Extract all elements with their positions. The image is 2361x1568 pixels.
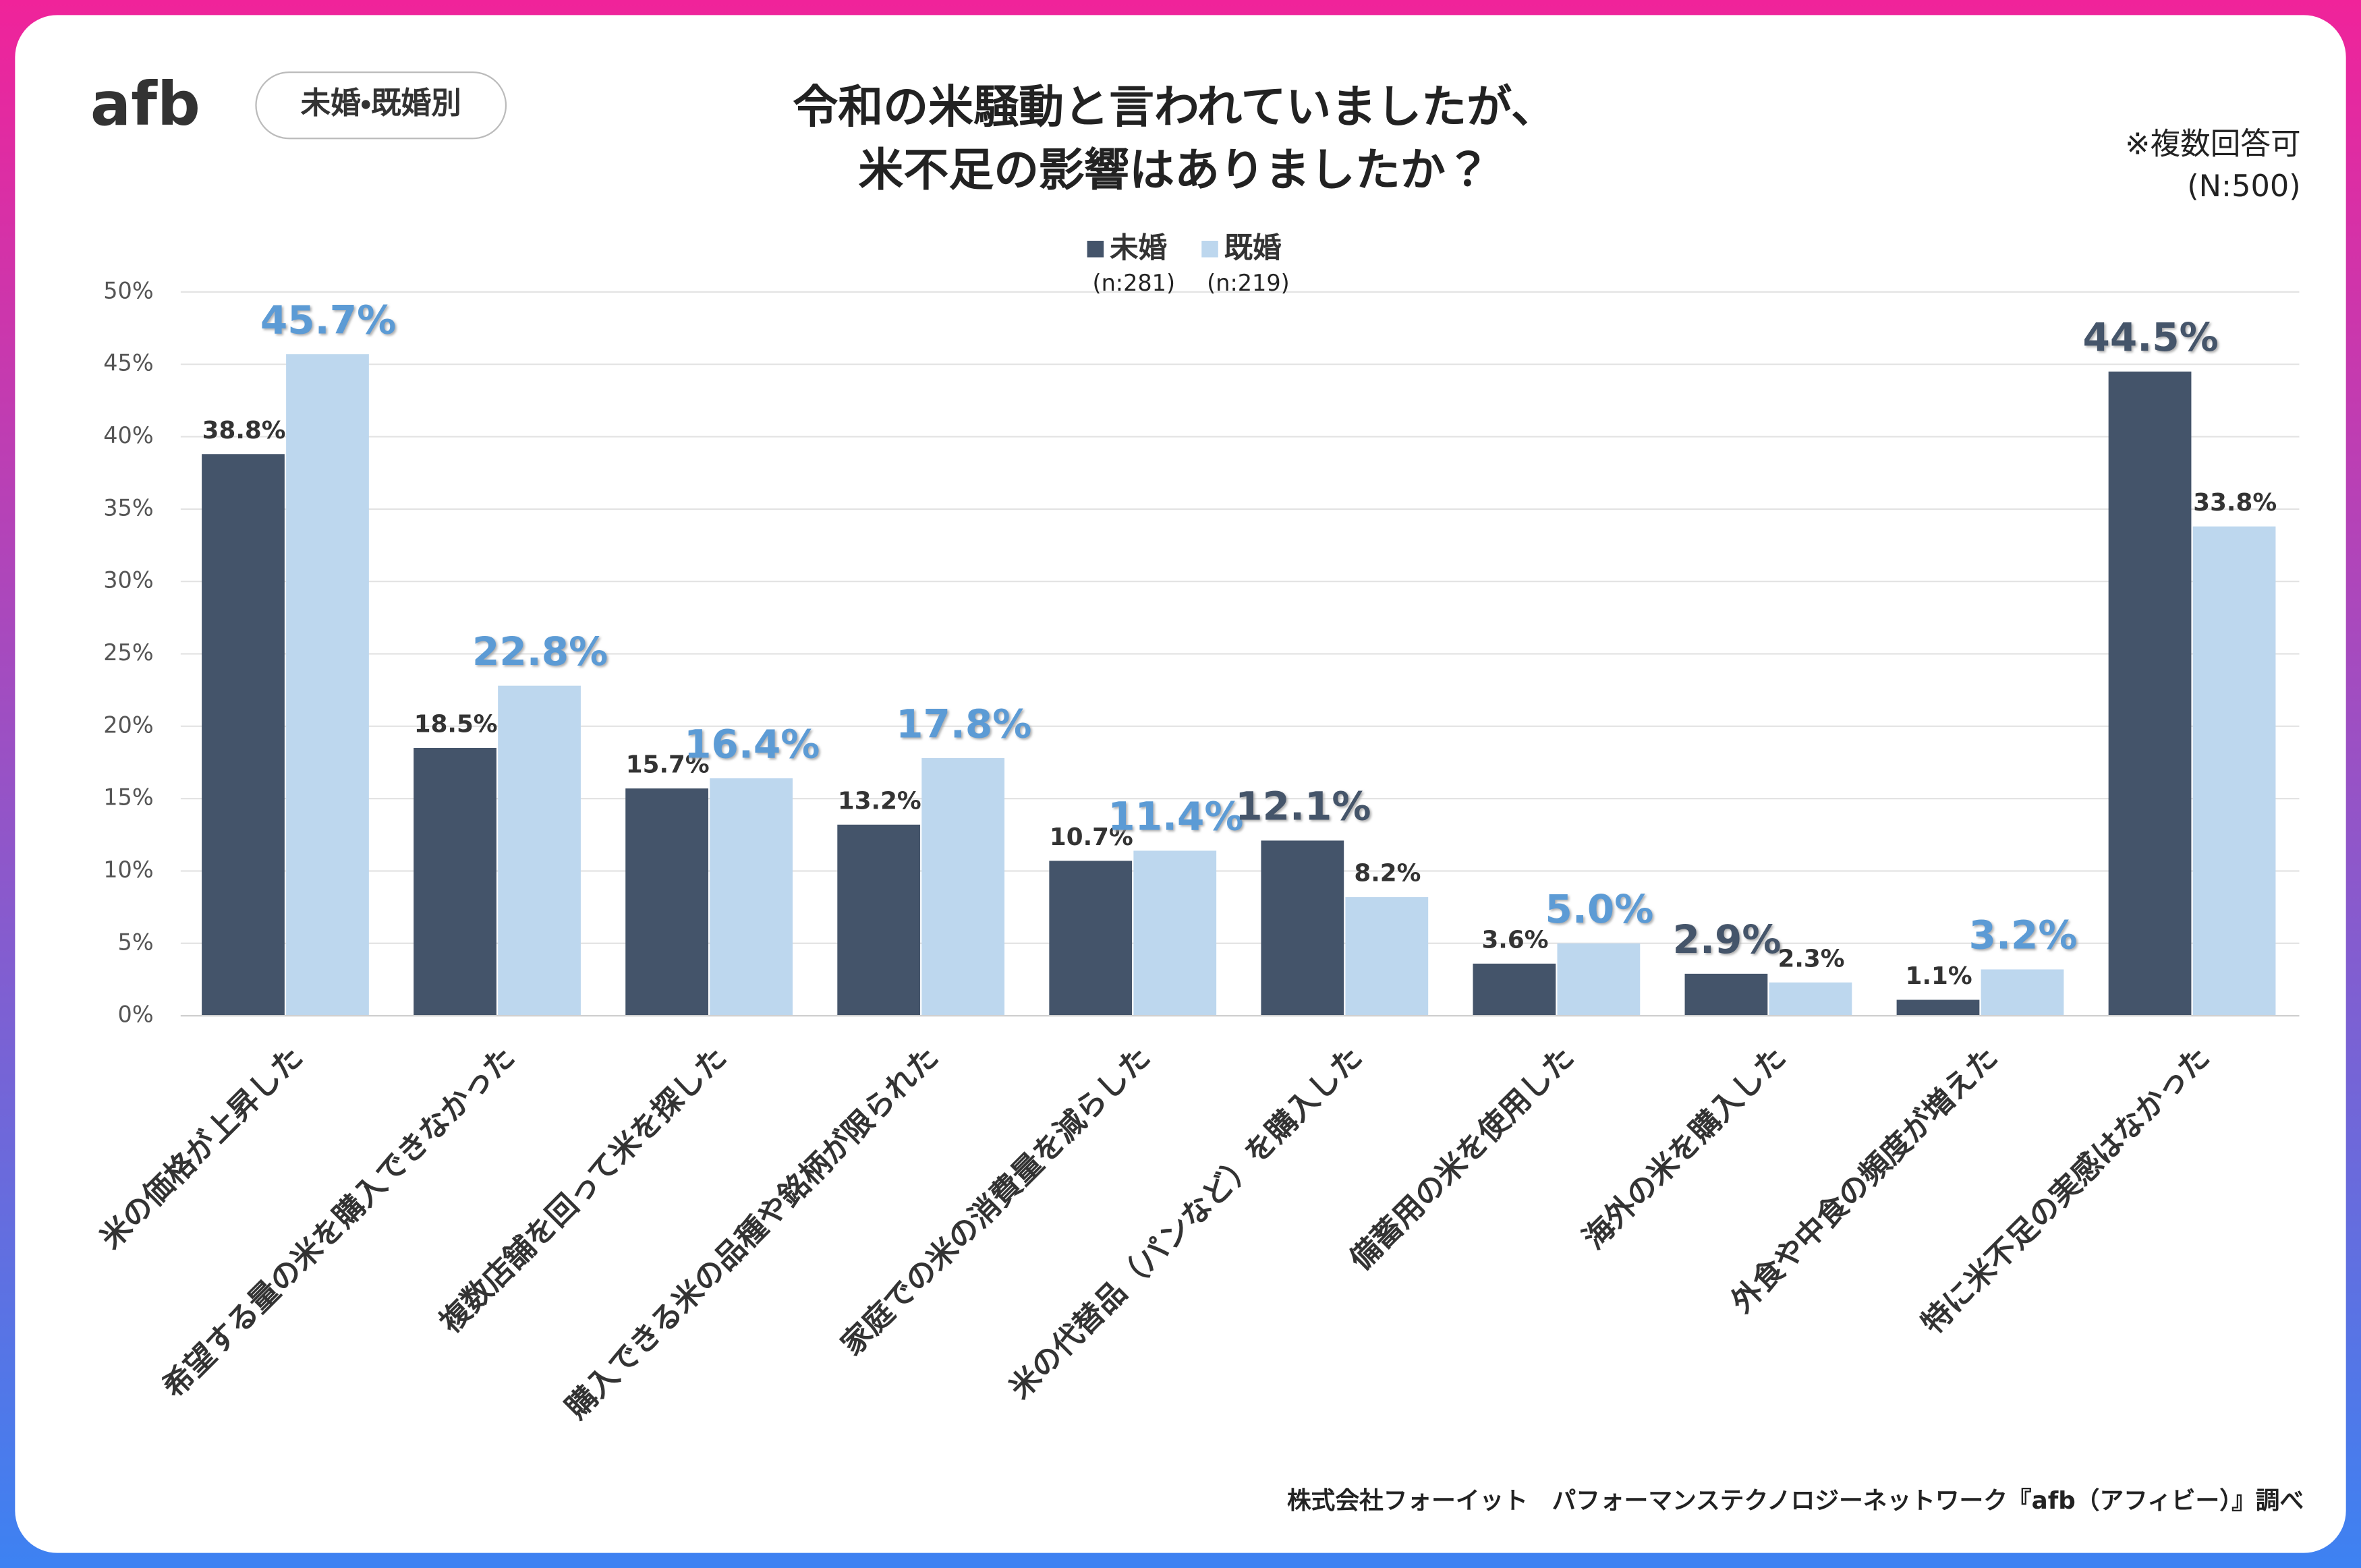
value-label: 33.8%	[2193, 489, 2277, 517]
bar	[1049, 861, 1133, 1016]
bar	[1133, 850, 1217, 1016]
y-tick-label: 15%	[103, 784, 153, 811]
value-label: 11.4%	[1108, 794, 1243, 840]
y-tick-label: 25%	[103, 639, 153, 666]
value-label: 13.2%	[838, 787, 921, 815]
chart-title: 令和の米騒動と言われていましたが、	[793, 80, 1556, 133]
bar	[498, 685, 581, 1016]
value-label: 2.3%	[1778, 945, 1845, 972]
bar	[202, 454, 285, 1016]
badge-box	[255, 71, 507, 140]
bar	[1557, 943, 1641, 1016]
y-tick-label: 5%	[118, 929, 154, 955]
bar	[625, 788, 708, 1016]
legend-swatch	[1201, 241, 1218, 258]
value-label: 38.8%	[202, 417, 286, 444]
value-label: 18.5%	[414, 711, 498, 738]
value-label: 44.5%	[2083, 314, 2219, 360]
legend-label: 未婚	[1110, 231, 1167, 264]
value-label: 8.2%	[1354, 860, 1421, 888]
bar	[414, 748, 496, 1016]
logo: afb	[90, 69, 200, 140]
panel	[15, 15, 2346, 1553]
y-tick-label: 35%	[103, 494, 153, 521]
bar	[710, 778, 793, 1016]
bar	[2192, 526, 2276, 1016]
legend-swatch	[1087, 241, 1104, 258]
bar	[1769, 982, 1852, 1016]
value-label: 15.7%	[626, 751, 710, 779]
y-tick-label: 20%	[103, 712, 153, 738]
bar	[1684, 973, 1768, 1016]
note: ※複数回答可	[2125, 126, 2301, 161]
value-label: 16.4%	[684, 721, 820, 767]
source: 株式会社フォーイット パフォーマンステクノロジーネットワーク『afb（アフィビー…	[1287, 1487, 2304, 1515]
value-label: 1.1%	[1906, 962, 1972, 990]
value-label: 12.1%	[1235, 784, 1371, 830]
value-label: 2.9%	[1673, 917, 1782, 962]
bar	[1261, 840, 1344, 1016]
y-tick-label: 50%	[103, 277, 153, 303]
badge: 未婚・既婚別	[301, 86, 461, 121]
y-tick-label: 45%	[103, 350, 153, 376]
value-label: 3.6%	[1481, 926, 1548, 954]
bar	[1981, 969, 2064, 1016]
y-tick-label: 30%	[103, 567, 153, 593]
bar	[2108, 371, 2192, 1016]
bar	[1896, 999, 1980, 1016]
bar	[286, 354, 369, 1016]
value-label: 10.7%	[1050, 823, 1133, 851]
bar	[837, 824, 921, 1016]
sample-total: (N:500)	[2187, 169, 2300, 204]
bar	[921, 758, 1005, 1016]
value-label: 3.2%	[1969, 912, 2078, 958]
y-tick-label: 0%	[118, 1001, 154, 1028]
y-tick-label: 10%	[103, 856, 153, 883]
bar	[1345, 897, 1429, 1016]
legend-label: 既婚	[1224, 231, 1282, 264]
value-label: 5.0%	[1545, 886, 1654, 932]
y-tick-label: 40%	[103, 422, 153, 448]
value-label: 17.8%	[896, 701, 1031, 747]
legend-sample: (n:219)	[1207, 270, 1290, 296]
value-label: 22.8%	[472, 629, 608, 674]
legend-sample: (n:281)	[1093, 270, 1176, 296]
value-label: 45.7%	[260, 297, 396, 343]
bar	[1473, 963, 1556, 1016]
chart-title: 米不足の影響はありましたか？	[858, 144, 1490, 196]
